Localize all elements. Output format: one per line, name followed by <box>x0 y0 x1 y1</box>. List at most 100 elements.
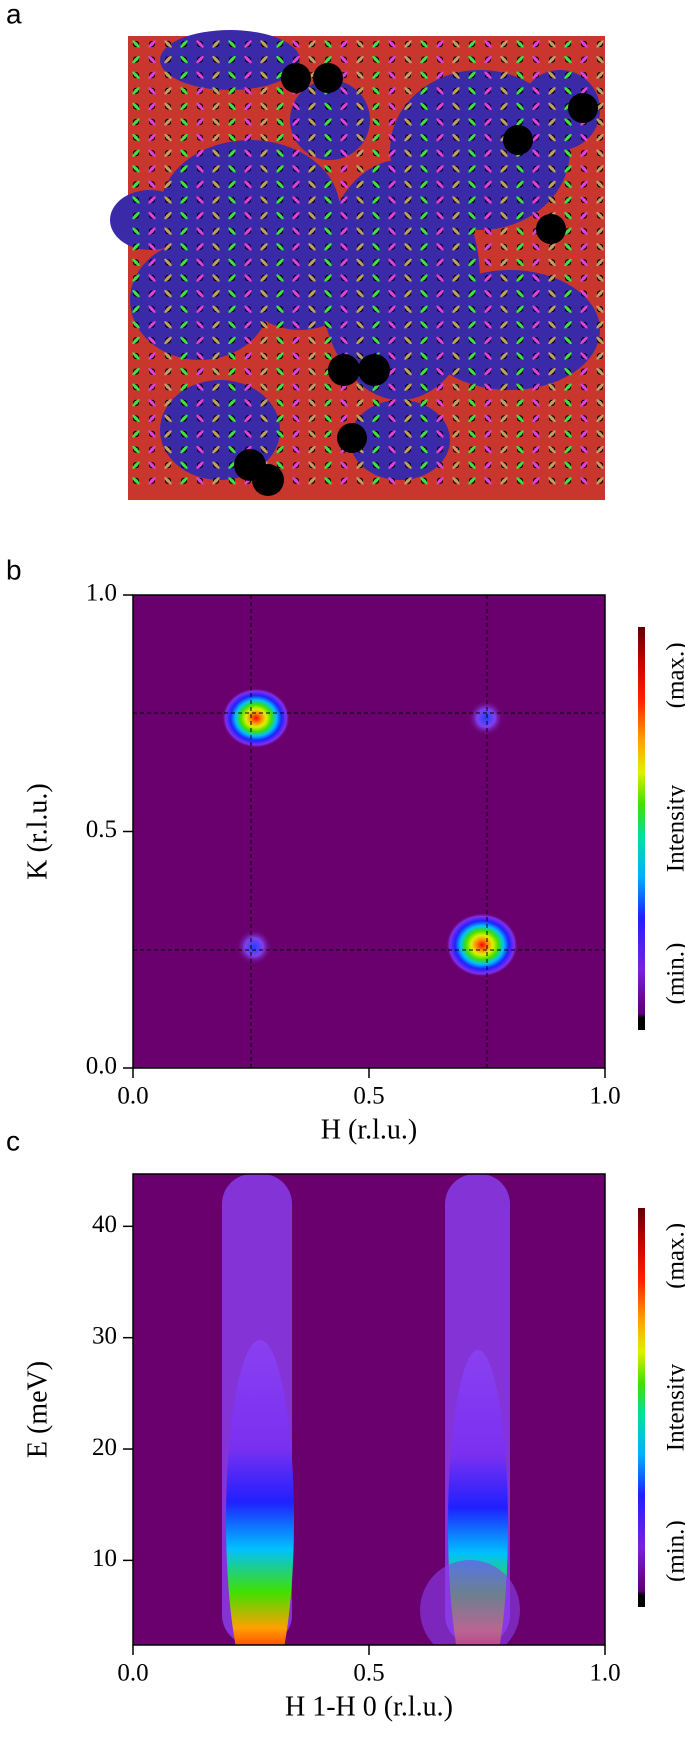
site <box>356 228 364 235</box>
site <box>564 150 572 157</box>
site <box>132 384 140 391</box>
site <box>228 56 236 63</box>
spin <box>564 196 572 204</box>
spin <box>468 227 476 235</box>
x-tick-label: 0.0 <box>117 1660 148 1687</box>
site <box>420 134 428 141</box>
spin <box>180 461 188 469</box>
spin <box>148 321 156 329</box>
spin <box>212 165 220 173</box>
site <box>324 56 332 63</box>
site <box>420 118 428 126</box>
spin <box>292 445 300 454</box>
site <box>228 321 236 328</box>
spin <box>596 414 604 423</box>
spin <box>308 430 316 438</box>
spin <box>420 383 428 391</box>
spin <box>180 477 188 485</box>
spin <box>596 477 604 485</box>
spin <box>484 430 492 438</box>
spin <box>404 321 412 329</box>
spin <box>500 321 508 329</box>
spin <box>180 227 188 235</box>
spin <box>356 399 364 407</box>
site <box>596 384 604 391</box>
site <box>436 446 444 453</box>
spin <box>164 352 172 360</box>
spin <box>244 289 252 298</box>
spin <box>548 383 556 391</box>
spin <box>196 430 204 438</box>
spin <box>580 87 588 95</box>
spin <box>244 274 252 282</box>
site <box>340 212 348 219</box>
site <box>468 415 476 422</box>
site <box>404 134 412 141</box>
spin <box>564 305 572 313</box>
site <box>452 228 460 235</box>
site <box>292 118 300 126</box>
site <box>436 399 444 406</box>
site <box>580 196 588 204</box>
site <box>148 399 156 406</box>
spin <box>180 445 188 454</box>
site <box>356 72 364 79</box>
spin <box>340 87 348 95</box>
spin <box>148 477 156 485</box>
site <box>452 477 460 484</box>
spin <box>452 196 460 204</box>
spin <box>276 352 284 360</box>
site <box>260 290 268 297</box>
site <box>356 415 364 422</box>
site <box>356 290 364 297</box>
site <box>340 415 348 422</box>
spin <box>212 399 220 407</box>
spin <box>180 352 188 360</box>
site <box>180 103 188 110</box>
spin <box>244 383 252 391</box>
site <box>212 72 220 79</box>
site <box>388 430 396 438</box>
spin <box>148 149 156 157</box>
spin <box>516 71 524 79</box>
spin <box>196 367 204 376</box>
site <box>484 118 492 126</box>
spin <box>452 274 460 282</box>
site <box>308 368 316 375</box>
site <box>484 321 492 328</box>
site <box>564 399 572 406</box>
site <box>260 103 268 110</box>
spin <box>436 102 444 111</box>
site <box>436 243 444 250</box>
spin <box>292 258 300 267</box>
site <box>436 196 444 204</box>
spin <box>292 55 300 64</box>
site <box>212 259 220 266</box>
site <box>228 40 236 48</box>
site <box>276 321 284 328</box>
site <box>132 306 140 313</box>
site <box>324 259 332 266</box>
site <box>548 72 556 79</box>
site <box>500 337 508 344</box>
site <box>148 368 156 375</box>
spin <box>164 414 172 423</box>
site <box>196 368 204 375</box>
spin <box>132 367 140 376</box>
spin <box>452 133 460 142</box>
spin <box>500 461 508 469</box>
site <box>580 462 588 469</box>
spin <box>532 133 540 142</box>
site <box>548 415 556 422</box>
site <box>516 40 524 48</box>
site <box>452 150 460 157</box>
site <box>564 430 572 438</box>
spin <box>532 430 540 438</box>
spin <box>260 274 268 282</box>
spin <box>356 87 364 95</box>
spin <box>596 87 604 95</box>
spin <box>580 305 588 313</box>
site <box>420 259 428 266</box>
spin <box>244 305 252 313</box>
spin <box>180 87 188 95</box>
